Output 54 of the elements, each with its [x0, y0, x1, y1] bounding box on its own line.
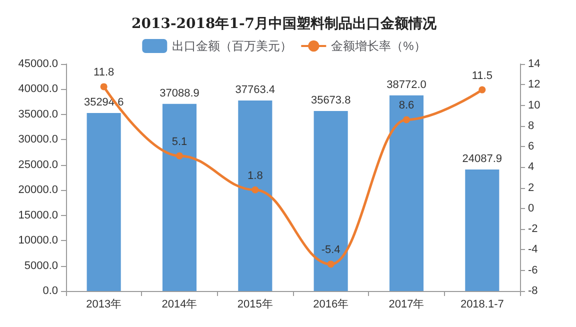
- y-tick-label: 40000.0: [18, 83, 58, 96]
- x-tick-label: 2015年: [237, 298, 273, 310]
- y-tick-label: 15000.0: [18, 209, 58, 222]
- bar: [389, 95, 424, 291]
- y2-tick-label: 8: [528, 120, 534, 132]
- y-tick-label: 20000.0: [18, 184, 58, 196]
- point: [176, 152, 183, 160]
- y2-tick-label: 2: [528, 182, 534, 194]
- data-label: 1.8: [248, 170, 263, 182]
- data-label: 37088.9: [160, 87, 200, 100]
- y-tick-label: 25000.0: [18, 158, 58, 171]
- y2-tick-label: 4: [528, 161, 534, 174]
- y2-tick-label: 14: [528, 58, 540, 70]
- y-tick-label: 30000.0: [18, 134, 58, 146]
- data-label: 5.1: [172, 136, 188, 148]
- y-tick-label: 5000.0: [24, 260, 58, 272]
- y2-tick-label: -8: [528, 285, 538, 297]
- y2-tick-label: 12: [528, 78, 540, 91]
- data-label: 11.5: [472, 70, 492, 82]
- y2-tick-label: -6: [528, 264, 538, 276]
- y2-tick-label: 0: [528, 202, 534, 214]
- point: [252, 186, 259, 194]
- x-tick-label: 2013年: [86, 298, 122, 310]
- point: [327, 260, 334, 268]
- data-label: 38772.0: [386, 78, 426, 91]
- data-label: 8.6: [398, 100, 414, 112]
- data-label: 11.8: [94, 66, 114, 79]
- bar: [465, 169, 500, 291]
- point: [100, 83, 108, 90]
- point: [403, 116, 410, 124]
- y-tick-label: 10000.0: [18, 234, 58, 247]
- x-tick-label: 2016年: [313, 298, 349, 310]
- y2-tick-label: 10: [528, 99, 540, 112]
- y2-tick-label: -4: [528, 244, 538, 256]
- y-tick-label: 0.0: [42, 285, 58, 297]
- bar: [314, 111, 348, 291]
- data-label: 35673.8: [310, 94, 351, 107]
- data-label: 37763.4: [235, 84, 276, 96]
- y2-tick-label: 6: [528, 140, 534, 153]
- y-tick-label: 35000.0: [18, 108, 58, 120]
- y2-tick-label: -2: [528, 223, 538, 236]
- bar: [162, 104, 197, 291]
- bar: [86, 112, 121, 291]
- legend-label: 金额增长率（%）: [331, 39, 426, 53]
- data-label: 24087.9: [462, 152, 502, 165]
- data-label: -5.4: [321, 244, 340, 256]
- x-tick-label: 2017年: [388, 298, 424, 310]
- legend-label: 出口金额（百万美元）: [172, 39, 292, 53]
- bar: [238, 100, 272, 291]
- point: [478, 86, 486, 94]
- x-tick-label: 2014年: [162, 298, 198, 310]
- chart-title: 2013-2018年1-7月中国塑料制品出口金额情况: [131, 15, 438, 32]
- x-tick-label: 2018.1-7: [460, 298, 504, 310]
- y-tick-label: 45000.0: [18, 58, 58, 70]
